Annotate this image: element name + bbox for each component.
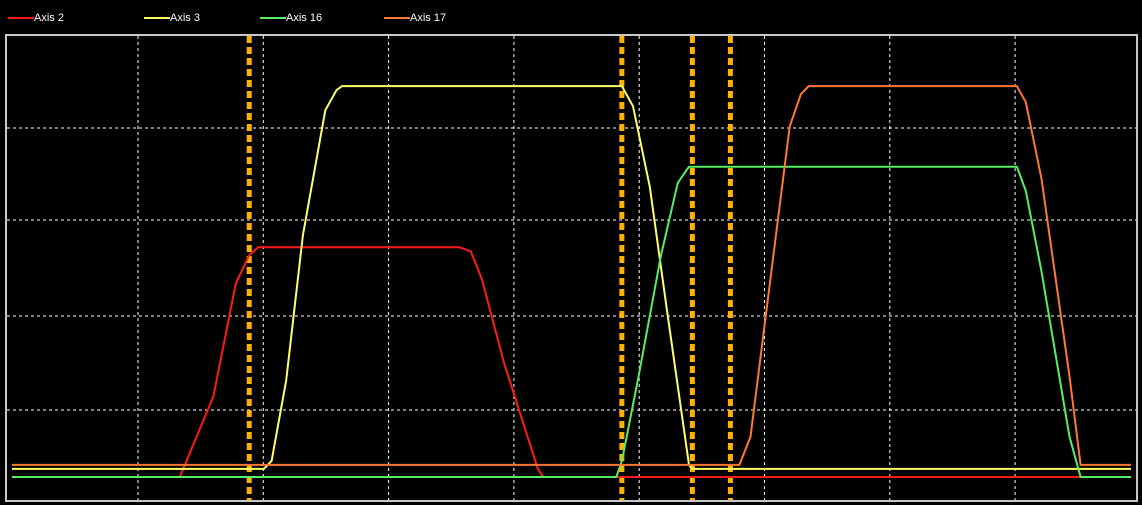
legend-label: Axis 17 bbox=[410, 12, 447, 24]
series-line-axis-16 bbox=[12, 165, 1131, 478]
legend-label: Axis 2 bbox=[34, 12, 64, 24]
series-line-axis-3 bbox=[12, 85, 1131, 470]
legend-swatch bbox=[144, 17, 170, 19]
legend-swatch bbox=[384, 17, 410, 19]
legend: Axis 2 Axis 3 Axis 16 Axis 17 bbox=[0, 0, 1142, 34]
legend-swatch bbox=[8, 17, 34, 19]
legend-label: Axis 16 bbox=[286, 12, 323, 24]
chart-svg bbox=[7, 36, 1136, 500]
grid bbox=[7, 36, 1136, 500]
series-line-axis-17 bbox=[12, 85, 1131, 466]
legend-label: Axis 3 bbox=[170, 12, 200, 24]
legend-swatch bbox=[260, 17, 286, 19]
markers bbox=[246, 36, 733, 500]
series-line-axis-2 bbox=[12, 246, 1131, 478]
series bbox=[12, 85, 1131, 478]
plot-area bbox=[5, 34, 1138, 502]
